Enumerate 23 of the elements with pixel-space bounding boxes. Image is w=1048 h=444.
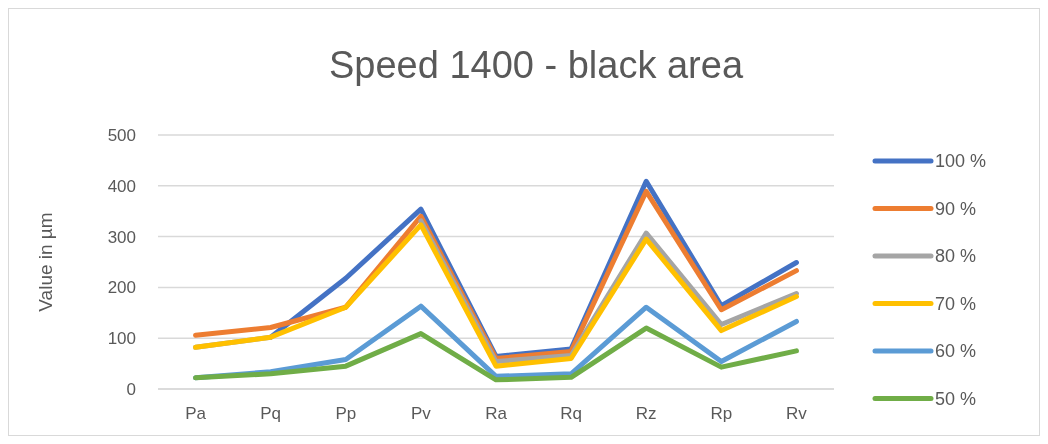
legend-label: 80 % <box>935 246 977 267</box>
legend-label: 60 % <box>935 341 977 362</box>
legend-label: 70 % <box>935 293 977 314</box>
x-tick-label: Pv <box>410 404 432 423</box>
x-tick-label: Rv <box>786 404 808 423</box>
y-tick-label: 400 <box>107 176 136 196</box>
y-axis-title: Value in µm <box>35 212 56 312</box>
x-tick-label: Pq <box>260 404 282 423</box>
y-tick-label: 100 <box>107 329 136 349</box>
legend-label: 90 % <box>935 198 977 219</box>
legend-label: 100 % <box>935 151 987 172</box>
legend-label: 50 % <box>935 388 977 409</box>
x-tick-label: Rz <box>635 404 657 423</box>
y-tick-label: 200 <box>107 278 136 298</box>
x-tick-label: Pa <box>185 404 207 423</box>
y-tick-label: 300 <box>107 227 136 247</box>
x-tick-label: Pp <box>335 404 357 423</box>
chart-title: Speed 1400 - black area <box>328 44 744 86</box>
y-tick-label: 500 <box>107 125 136 145</box>
x-tick-label: Ra <box>485 404 508 423</box>
x-tick-label: Rq <box>560 404 582 423</box>
x-tick-label: Rp <box>710 404 733 423</box>
y-tick-label: 0 <box>126 379 136 399</box>
